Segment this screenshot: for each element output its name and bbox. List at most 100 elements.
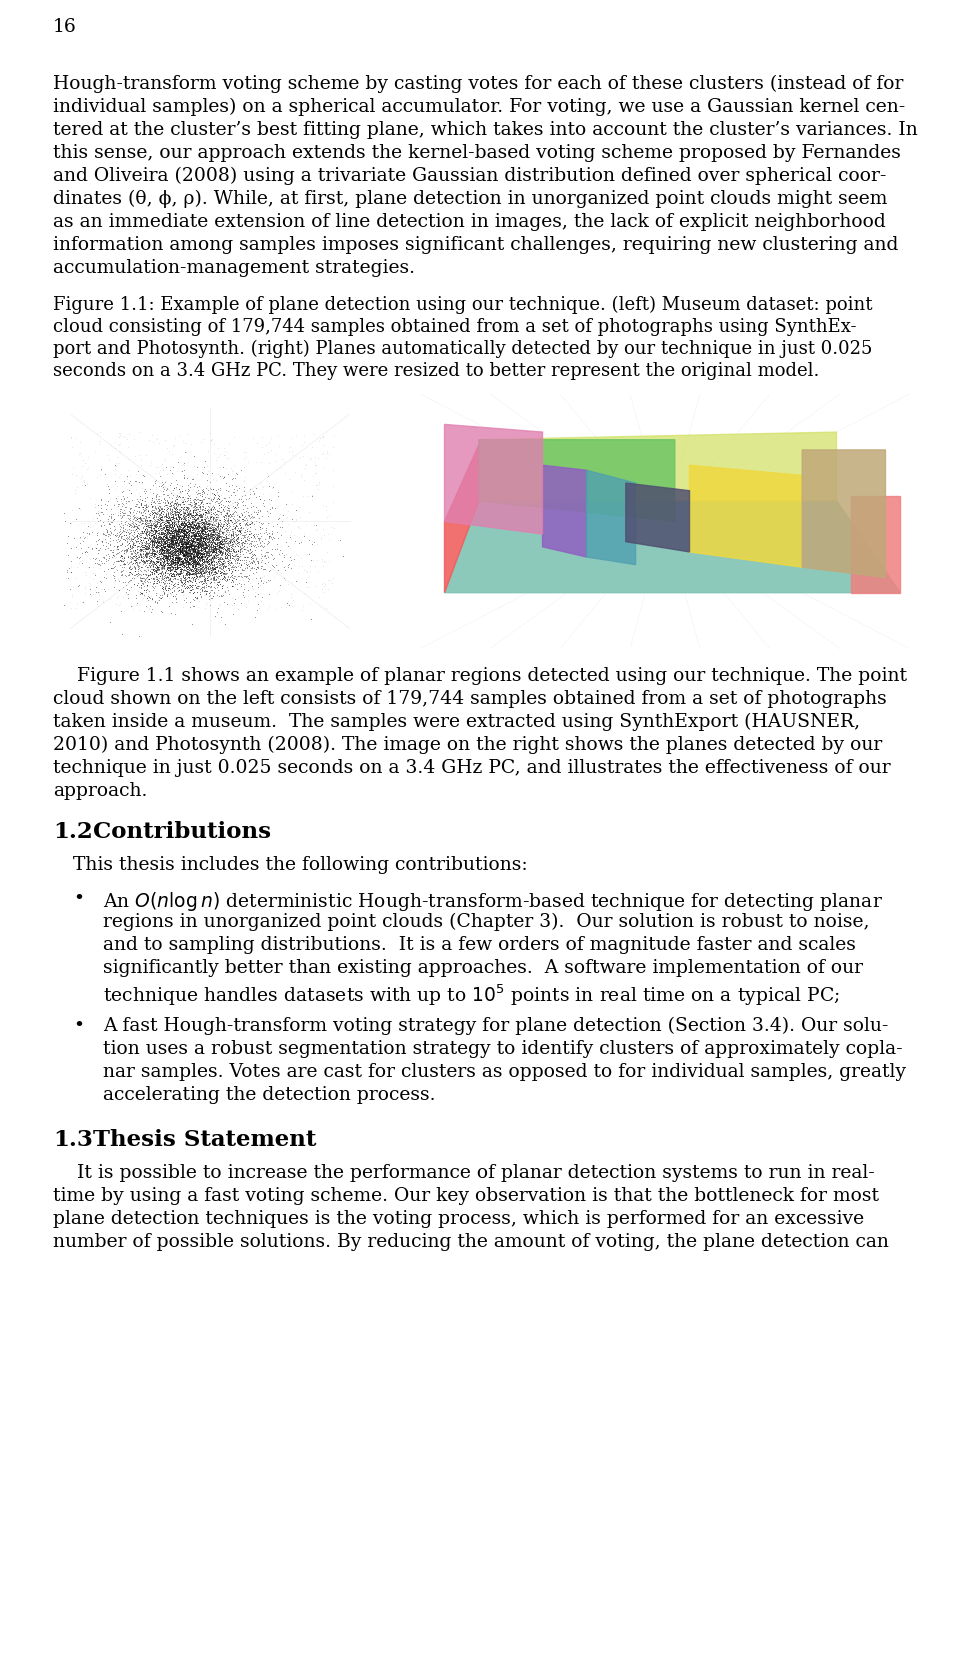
Point bbox=[245, 492, 260, 519]
Point bbox=[74, 546, 89, 572]
Point bbox=[125, 536, 140, 562]
Point bbox=[131, 577, 146, 604]
Point bbox=[178, 521, 193, 547]
Point bbox=[283, 547, 299, 574]
Point bbox=[235, 529, 251, 556]
Point bbox=[173, 517, 188, 544]
Point bbox=[223, 554, 238, 581]
Point bbox=[195, 514, 210, 541]
Point bbox=[156, 474, 171, 501]
Point bbox=[196, 529, 211, 556]
Point bbox=[197, 519, 212, 546]
Point bbox=[135, 494, 151, 521]
Point bbox=[188, 532, 204, 559]
Point bbox=[118, 537, 133, 564]
Point bbox=[203, 514, 218, 541]
Point bbox=[185, 536, 201, 562]
Point bbox=[195, 532, 210, 559]
Point bbox=[98, 564, 113, 591]
Point bbox=[184, 572, 200, 599]
Point bbox=[169, 514, 184, 541]
Point bbox=[192, 501, 207, 527]
Point bbox=[157, 502, 173, 529]
Point bbox=[204, 504, 220, 531]
Point bbox=[196, 549, 211, 576]
Point bbox=[196, 546, 211, 572]
Point bbox=[320, 504, 335, 531]
Point bbox=[152, 502, 167, 529]
Point bbox=[208, 554, 224, 581]
Point bbox=[132, 536, 148, 562]
Point bbox=[185, 552, 201, 579]
Point bbox=[74, 589, 89, 616]
Point bbox=[123, 556, 138, 582]
Point bbox=[230, 557, 246, 584]
Point bbox=[91, 586, 107, 613]
Point bbox=[180, 547, 195, 574]
Point bbox=[142, 546, 157, 572]
Point bbox=[196, 542, 211, 569]
Point bbox=[183, 521, 199, 547]
Point bbox=[204, 524, 220, 551]
Point bbox=[221, 524, 236, 551]
Point bbox=[95, 587, 110, 614]
Point bbox=[192, 537, 207, 564]
Point bbox=[144, 586, 159, 613]
Point bbox=[166, 509, 181, 536]
Point bbox=[165, 539, 180, 566]
Point bbox=[266, 512, 281, 539]
Point bbox=[213, 527, 228, 554]
Point bbox=[204, 514, 220, 541]
Point bbox=[128, 544, 143, 571]
Point bbox=[180, 484, 195, 511]
Point bbox=[156, 552, 172, 579]
Point bbox=[161, 579, 177, 606]
Point bbox=[136, 524, 152, 551]
Point bbox=[142, 569, 157, 596]
Point bbox=[149, 532, 164, 559]
Point bbox=[209, 541, 225, 567]
Point bbox=[216, 497, 231, 524]
Point bbox=[150, 547, 165, 574]
Point bbox=[256, 562, 272, 589]
Point bbox=[158, 541, 174, 567]
Point bbox=[191, 514, 206, 541]
Point bbox=[161, 512, 177, 539]
Point bbox=[157, 522, 173, 549]
Point bbox=[134, 581, 150, 608]
Point bbox=[154, 532, 169, 559]
Point bbox=[182, 512, 198, 539]
Point bbox=[161, 509, 177, 536]
Point bbox=[156, 541, 172, 567]
Point bbox=[174, 516, 189, 542]
Point bbox=[161, 484, 177, 511]
Point bbox=[97, 526, 112, 552]
Point bbox=[181, 527, 197, 554]
Point bbox=[144, 532, 159, 559]
Point bbox=[285, 586, 300, 613]
Point bbox=[174, 522, 189, 549]
Point bbox=[161, 519, 177, 546]
Point bbox=[181, 542, 197, 569]
Point bbox=[236, 519, 252, 546]
Point bbox=[256, 492, 272, 519]
Point bbox=[163, 567, 179, 594]
Point bbox=[125, 564, 140, 591]
Point bbox=[130, 549, 145, 576]
Point bbox=[177, 521, 192, 547]
Point bbox=[167, 517, 182, 544]
Point bbox=[319, 444, 334, 471]
Point bbox=[156, 519, 171, 546]
Point bbox=[201, 527, 216, 554]
Point bbox=[179, 494, 194, 521]
Point bbox=[252, 566, 268, 592]
Point bbox=[186, 561, 202, 587]
Point bbox=[202, 541, 217, 567]
Point bbox=[181, 556, 197, 582]
Point bbox=[180, 532, 196, 559]
Point bbox=[191, 572, 206, 599]
Point bbox=[174, 532, 189, 559]
Point bbox=[226, 522, 241, 549]
Point bbox=[137, 542, 153, 569]
Point bbox=[159, 521, 175, 547]
